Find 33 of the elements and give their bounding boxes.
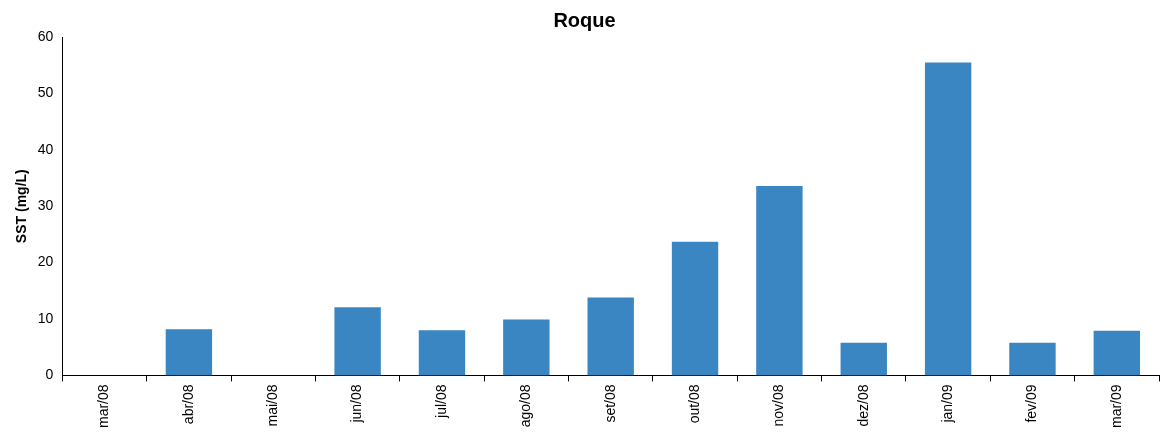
x-tick-label: mai/08 <box>264 384 281 427</box>
bar <box>587 297 634 376</box>
bar <box>671 241 719 376</box>
bar <box>1009 342 1056 376</box>
x-tick-label: jun/08 <box>348 384 365 424</box>
x-tick-label: jul/08 <box>432 384 449 419</box>
x-tick-label: fev/09 <box>1023 384 1040 423</box>
x-tick-label: abr/08 <box>179 384 196 425</box>
y-tick-label: 20 <box>37 253 54 270</box>
chart-title: Roque <box>553 8 616 31</box>
bar <box>334 307 381 376</box>
y-axis-title: SST (mg/L) <box>13 169 30 244</box>
x-tick-label: out/08 <box>685 384 702 424</box>
x-tick-label: mar/08 <box>95 384 112 429</box>
bar <box>418 330 466 376</box>
y-tick-label: 40 <box>37 140 54 157</box>
x-tick-label: set/08 <box>601 384 618 423</box>
bar <box>1093 330 1141 376</box>
y-tick-label: 60 <box>37 27 54 44</box>
bar <box>840 342 887 376</box>
bar <box>503 319 550 376</box>
y-tick-label: 0 <box>45 366 54 383</box>
x-tick-label: ago/08 <box>517 384 534 428</box>
x-tick-label: dez/08 <box>854 384 871 427</box>
y-tick-label: 50 <box>37 84 54 101</box>
x-tick-label: jan/09 <box>938 384 955 424</box>
y-tick-label: 30 <box>37 197 54 214</box>
bar <box>924 62 972 376</box>
bar <box>165 329 213 376</box>
x-tick-label: nov/08 <box>770 384 787 427</box>
x-tick-label: mar/09 <box>1107 384 1124 429</box>
bar <box>756 185 803 376</box>
y-tick-label: 10 <box>37 309 54 326</box>
